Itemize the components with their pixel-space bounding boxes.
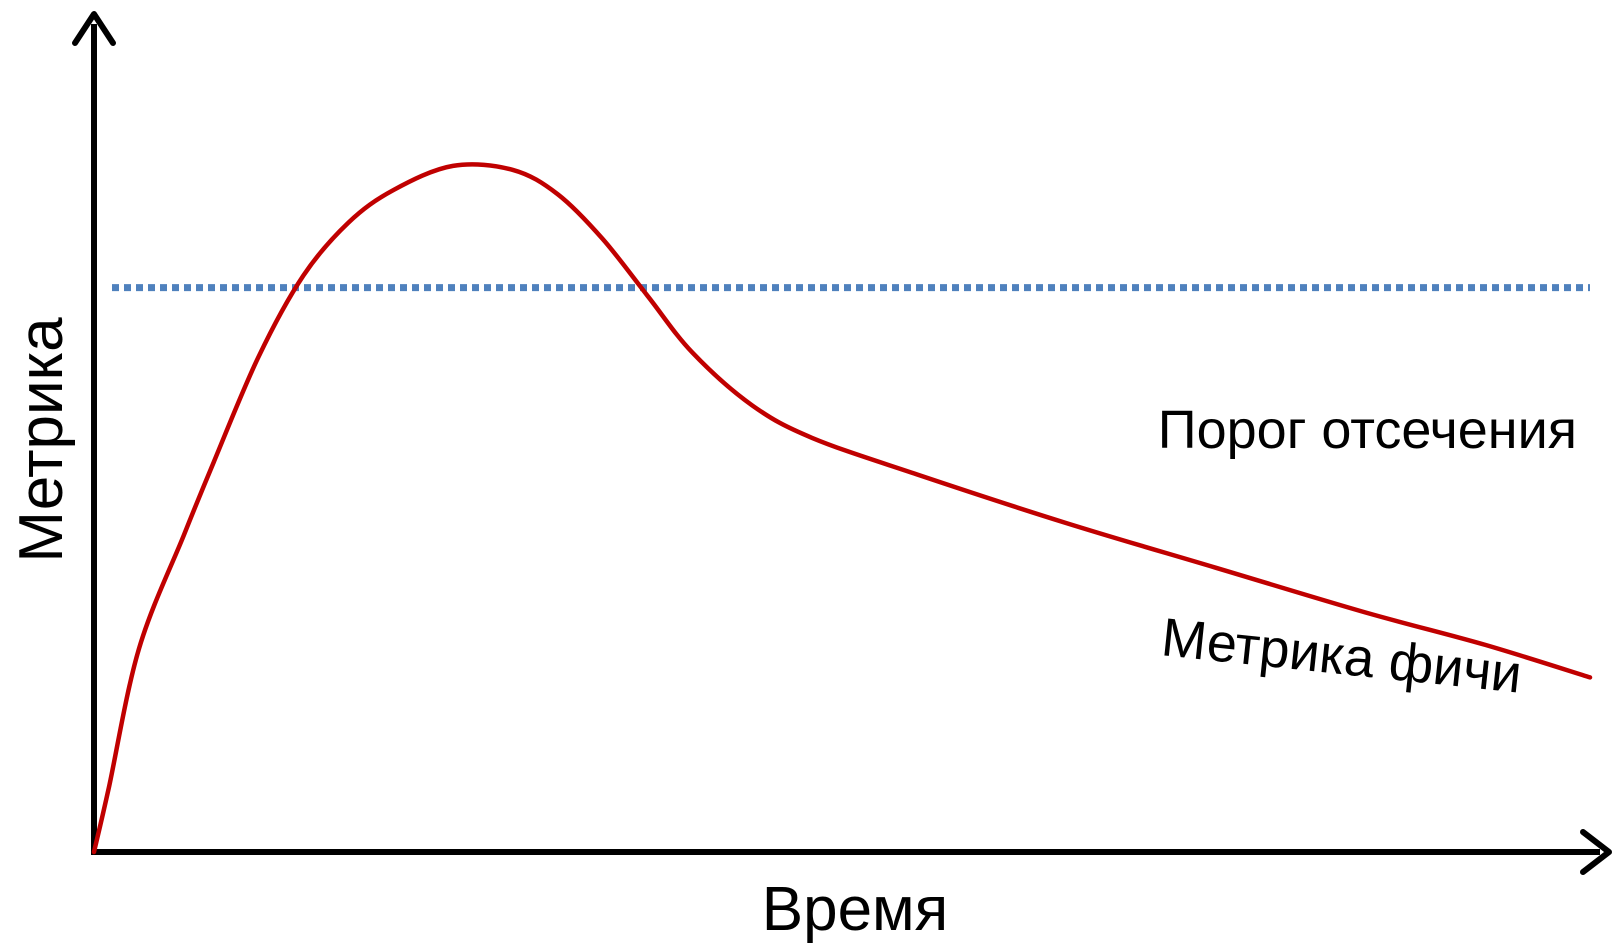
- series-label: Метрика фичи: [1159, 607, 1525, 704]
- x-axis-label: Время: [762, 875, 949, 944]
- series-line-feature-metric: [91, 162, 1593, 855]
- x-axis-arrow: [1580, 829, 1612, 875]
- y-axis-label: Метрика: [7, 317, 76, 563]
- axes: [72, 11, 1612, 875]
- y-axis-arrow: [72, 11, 116, 46]
- threshold-label: Порог отсечения: [1158, 400, 1577, 460]
